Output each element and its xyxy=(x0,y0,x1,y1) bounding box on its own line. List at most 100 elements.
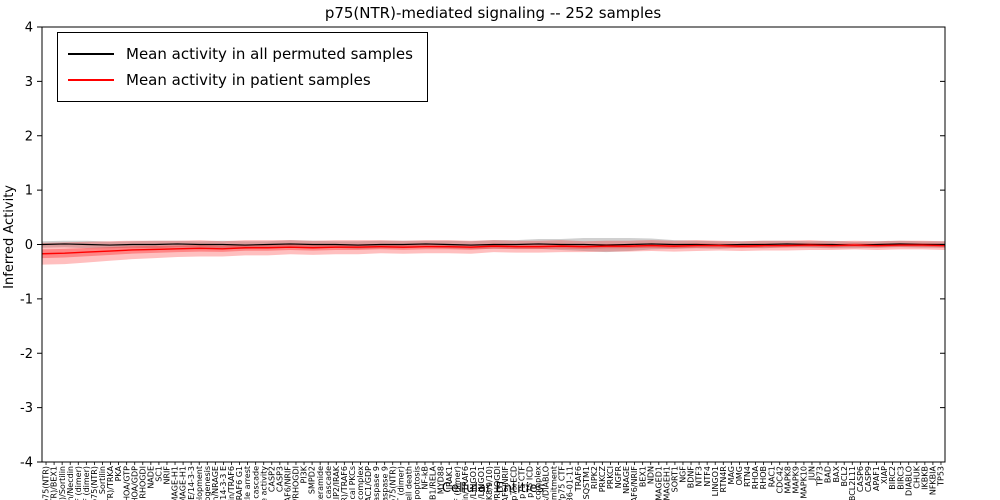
x-tick-label: MAGED1 xyxy=(654,466,663,500)
x-tick-label: ceramide xyxy=(316,466,325,500)
x-tick-label: BIRC2 xyxy=(888,466,897,490)
x-tick-label: MAG (dimer)/NgR/p75(NTR)/LINGO1 xyxy=(477,466,486,500)
x-tick-label: NGF (dimer)/p75(NTR)/LINGO1 xyxy=(469,466,478,500)
y-axis-label: Inferred Activity xyxy=(2,185,17,289)
x-tick-label: CASP3 xyxy=(275,466,284,492)
x-tick-label: JUN xyxy=(808,466,817,481)
x-tick-label: RAC1/GDP xyxy=(364,466,373,500)
x-tick-label: Caspase 9 xyxy=(372,466,381,500)
x-tick-label: NGF (dimer)/p75(NTR)/Sortilin/TRAF6 G1 xyxy=(235,466,244,500)
x-tick-label: BIRC3 xyxy=(896,466,905,490)
x-tick-label: MAPK10 xyxy=(800,466,809,499)
x-tick-label: PI3K xyxy=(300,465,309,483)
chart-title: p75(NTR)-mediated signaling -- 252 sampl… xyxy=(324,4,662,22)
legend: Mean activity in all permuted samples Me… xyxy=(57,32,428,102)
x-tick-label: BEX1 xyxy=(638,466,647,487)
x-axis-label: Cellular Entities xyxy=(441,481,545,496)
x-tick-label: NT (dimer)/p75(NTR)/TRAF6/RIP2/IRAK xyxy=(332,465,341,500)
x-tick-label: TRAF6 xyxy=(574,466,583,492)
x-tick-label: MAG xyxy=(727,466,736,484)
x-tick-label: CASP6 xyxy=(856,466,865,492)
y-tick-label: 0 xyxy=(25,238,33,253)
x-tick-label: BDNF (dimer) xyxy=(453,466,462,500)
y-tick-label: 2 xyxy=(25,129,33,144)
y-tick-label: 3 xyxy=(25,75,33,90)
x-tick-label: NFKB1/RELA xyxy=(429,465,438,500)
x-tick-label: NGF (dimer)/p75(NTR)/Sortilin/TRAF6 xyxy=(227,466,236,500)
x-tick-label: CDC42 xyxy=(775,466,784,494)
x-tick-label: BCL2 xyxy=(840,466,849,486)
y-tick-label: -1 xyxy=(20,292,33,307)
x-tick-label: NT (dimer)/p75(NTR) xyxy=(388,466,397,500)
x-tick-label: RHOB xyxy=(759,466,768,489)
x-tick-label: p75(NTR)/TRAF6 xyxy=(340,466,349,500)
x-tick-label: SMPD2 xyxy=(308,466,317,494)
x-tick-label: PKA xyxy=(114,465,123,481)
x-tick-label: NRAGE xyxy=(622,466,631,494)
x-tick-label: BDNF xyxy=(687,466,696,489)
x-tick-label: BAD xyxy=(824,466,833,483)
x-tick-label: apoptosis xyxy=(413,466,422,500)
x-tick-label: gamma secretase/p75 CTF xyxy=(558,466,567,500)
x-tick-label: BDNF (dimer)/p75(NTR)/Sortilin/TRAF6/14-… xyxy=(219,466,228,500)
x-tick-label: APAF1 xyxy=(872,466,881,491)
x-tick-label: NGF xyxy=(679,466,688,483)
x-tick-label: MYD88 xyxy=(437,466,446,494)
y-tick-label: -3 xyxy=(20,401,33,416)
x-tick-label: p75 CTF xyxy=(517,466,526,499)
legend-entry-patient: Mean activity in patient samples xyxy=(68,67,413,93)
x-tick-label: NT (dimer) xyxy=(396,466,405,500)
x-tick-label: TP73 xyxy=(816,466,825,487)
x-tick-label: RAC1 xyxy=(767,466,776,487)
x-tick-label: CHUK xyxy=(912,465,921,488)
x-tick-label: neurite development xyxy=(195,466,204,500)
x-tick-label: PRKCZ xyxy=(598,465,607,492)
x-tick-label: NGF (dimer) xyxy=(74,466,83,500)
x-tick-label: gamma secretase complex xyxy=(533,466,542,500)
x-tick-label: RHOGDI xyxy=(138,466,147,499)
x-tick-label: NGF (dimer)/p75(NTR)/Sortilin/TRAF6/NRIF xyxy=(284,466,293,500)
patient-mean-line xyxy=(41,244,946,255)
x-tick-label: IRAK1 xyxy=(445,466,454,489)
x-tick-label: caspase cascade xyxy=(251,466,260,500)
x-tick-label: CASP9 xyxy=(864,466,873,492)
patient-inner-band xyxy=(42,243,945,259)
x-tick-label: MAGEH1 xyxy=(662,466,671,500)
x-tick-label: NTF3 xyxy=(695,466,704,487)
y-tick-label: -4 xyxy=(20,456,33,471)
x-tick-label: NDN xyxy=(646,466,655,484)
x-tick-label: mammalian IAPs/DIABLO xyxy=(542,466,551,500)
x-tick-label: NGFR xyxy=(614,466,623,489)
x-tick-label: NGF (dimer)/p75(NTR)/TRKA xyxy=(106,465,115,500)
legend-label-permuted: Mean activity in all permuted samples xyxy=(126,45,413,63)
x-tick-label: SQSTM1 xyxy=(582,466,591,499)
x-tick-label: NADE xyxy=(146,466,155,489)
x-tick-label: MAGE-H1 xyxy=(171,466,180,500)
x-tick-label: RTN4R xyxy=(719,466,728,493)
y-tick-label: 1 xyxy=(25,184,33,199)
x-tick-label: PRKCI xyxy=(606,466,615,489)
y-tick-label: 4 xyxy=(25,21,33,36)
x-tick-label: MAPK8 xyxy=(783,466,792,494)
x-tick-label: NGF (dimer)/p75 ECD xyxy=(509,466,518,500)
x-tick-label: SC1 xyxy=(155,466,164,482)
permuted-mean-line xyxy=(41,243,945,246)
x-tick-label: RHOA/GDP xyxy=(130,466,139,500)
x-tick-label: NADE/14-3-3 xyxy=(187,466,196,500)
x-tick-label: IKBKB xyxy=(920,466,929,490)
x-tick-label: oligodendrocyte cell fate commitment xyxy=(550,466,559,500)
x-tick-label: LINGO1 xyxy=(711,466,720,496)
x-tick-label: activation of caspase activity xyxy=(259,466,268,500)
permuted-line-icon xyxy=(68,53,114,55)
x-tick-label: abstracts:86-01-11 xyxy=(566,466,575,500)
x-tick-label: BCL2L11 xyxy=(848,466,857,500)
x-tick-label: BAX xyxy=(832,465,841,482)
x-tick-label: NGF (dimer)/p75(NTR)/BEX1 xyxy=(50,466,59,500)
x-tick-label: NF-kB xyxy=(421,466,430,490)
x-tick-label: RHOA/GTP xyxy=(122,466,131,500)
y-tick-label: -2 xyxy=(20,347,33,362)
x-tick-label: IKK complex xyxy=(356,466,365,500)
x-tick-label: p75 ICD xyxy=(525,466,534,498)
